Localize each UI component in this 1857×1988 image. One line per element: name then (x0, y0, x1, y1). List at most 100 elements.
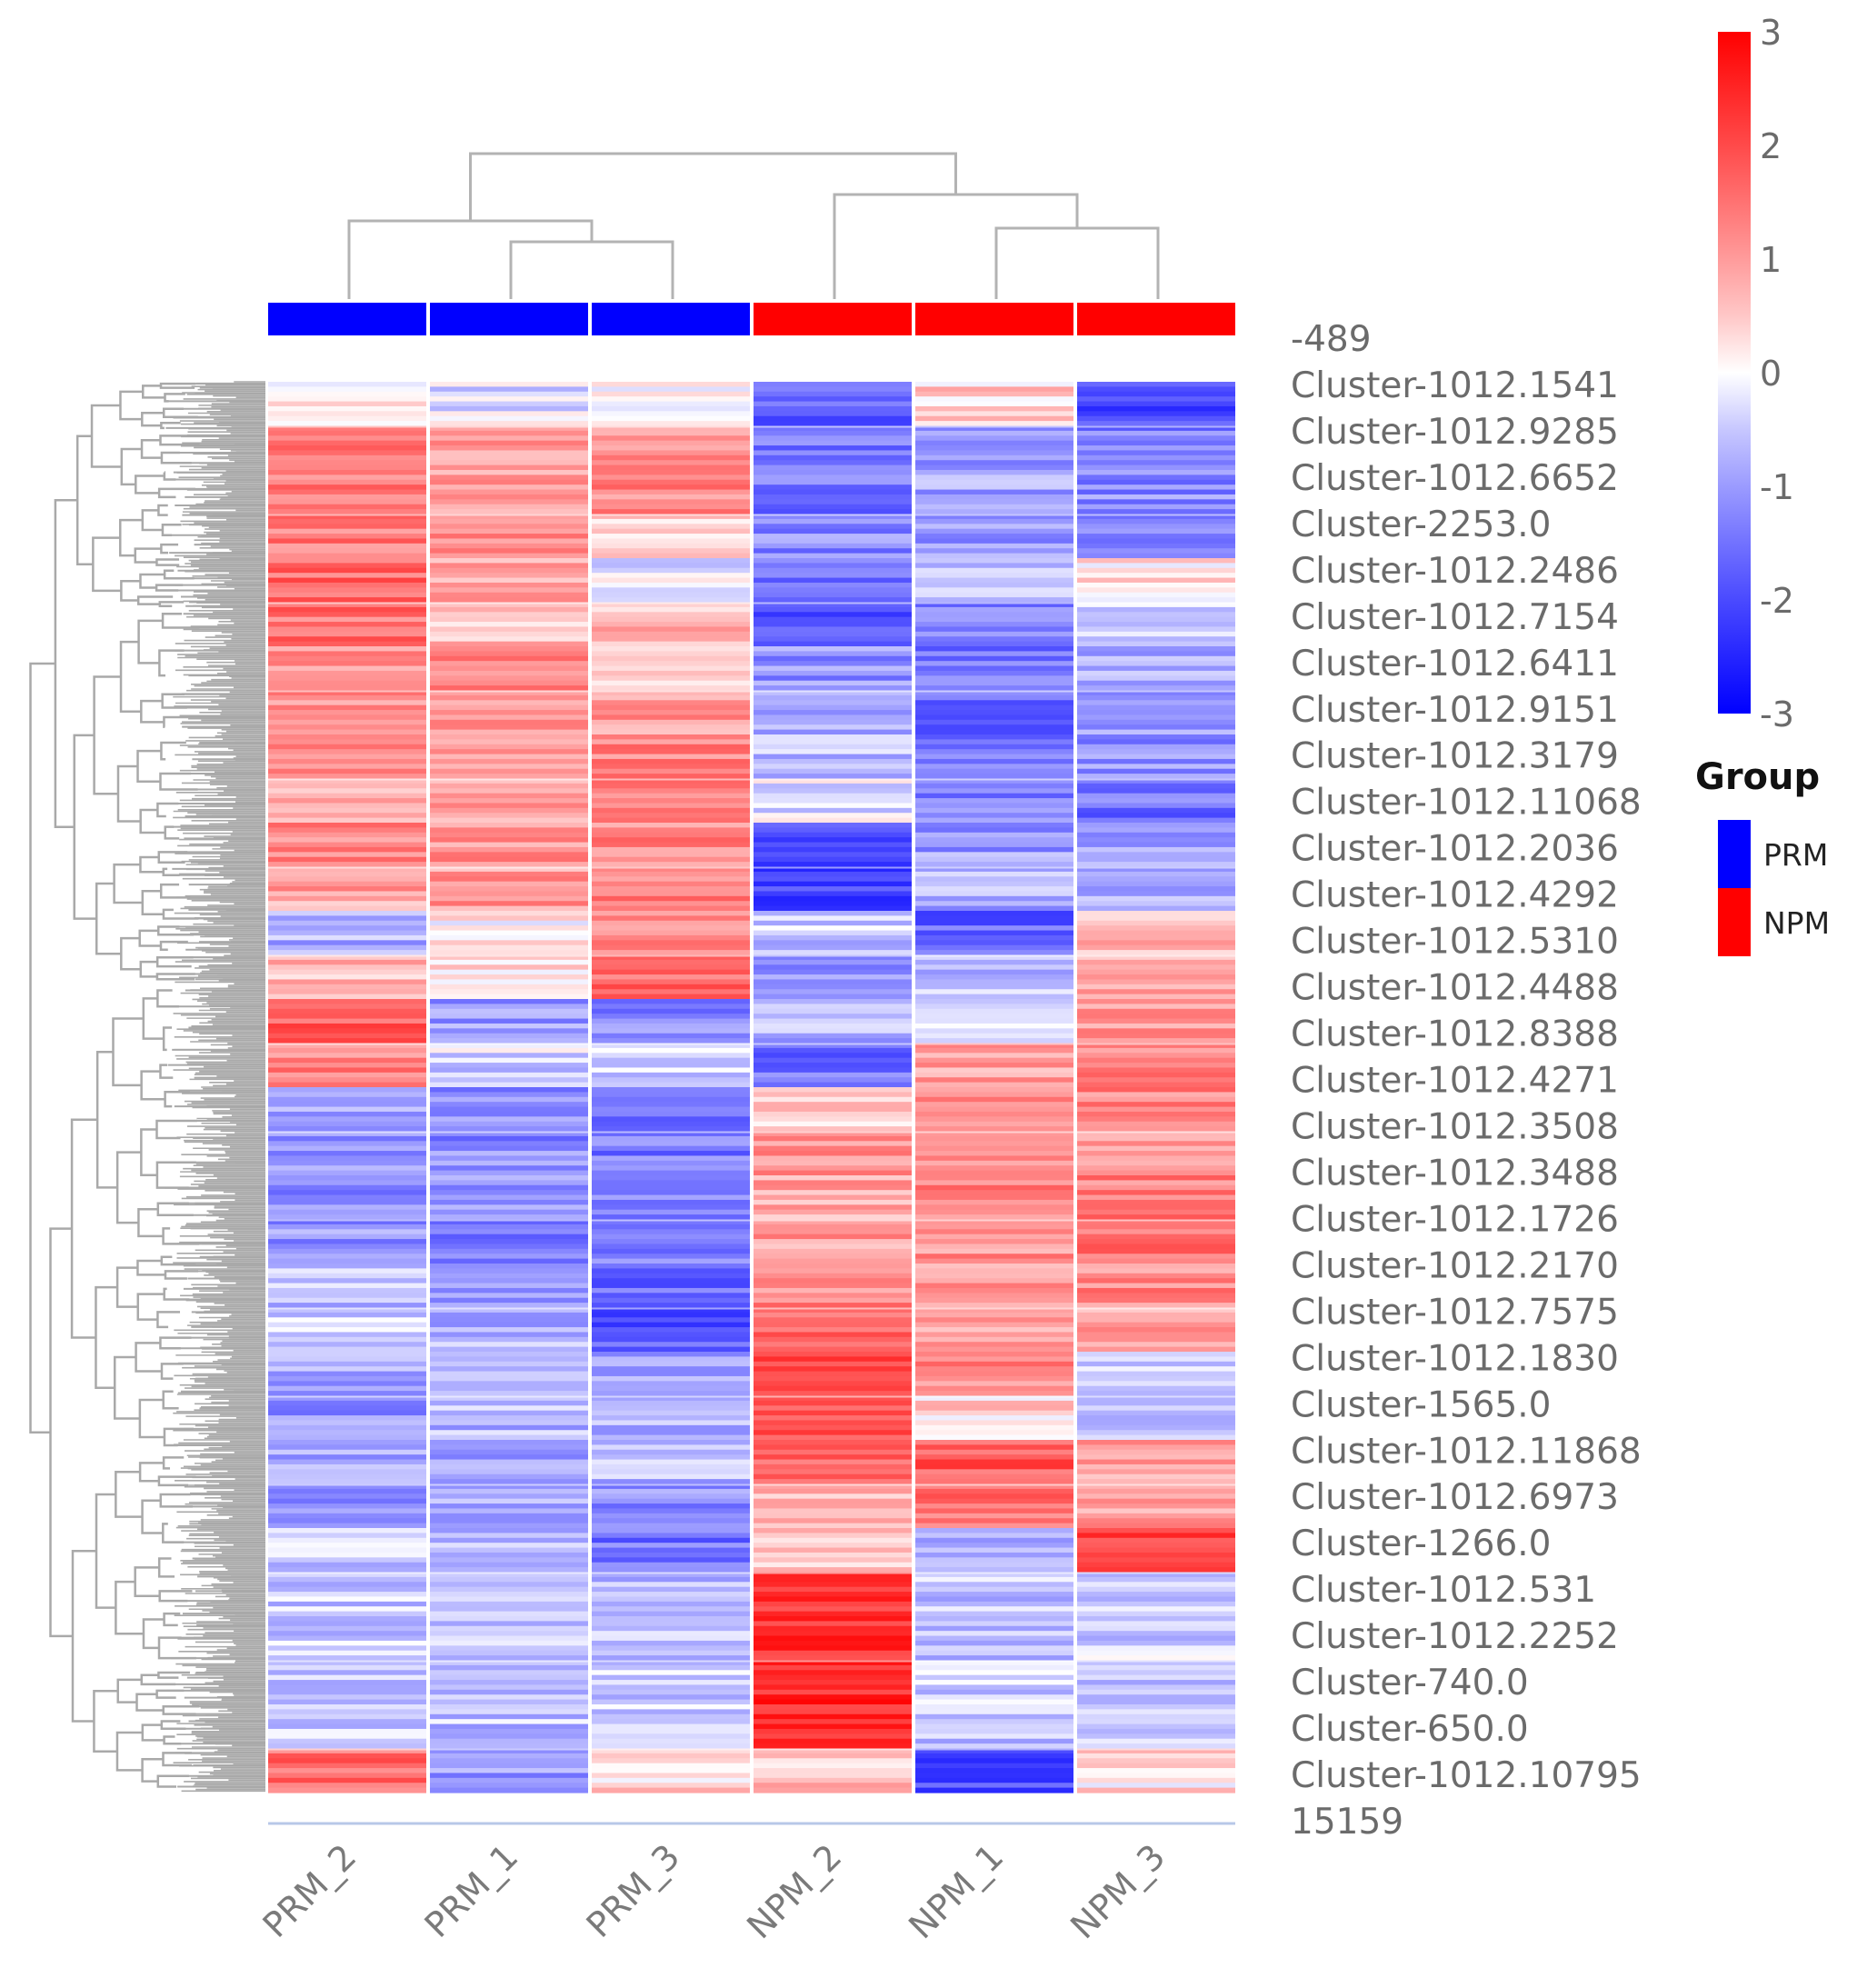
heatmap-cell (1077, 994, 1235, 1000)
heatmap-cell (430, 1234, 588, 1240)
heatmap-cell (592, 1375, 750, 1382)
heatmap-cell (915, 1508, 1073, 1514)
heatmap-cell (268, 1063, 426, 1069)
heatmap-cell (430, 969, 588, 975)
heatmap-cell (1077, 1307, 1235, 1314)
heatmap-cell (268, 744, 426, 750)
heatmap-cell (915, 1278, 1073, 1284)
heatmap-cell (915, 1434, 1073, 1441)
heatmap-cell (268, 1547, 426, 1553)
dendrogram-branch (157, 851, 188, 864)
heatmap-cell (430, 1523, 588, 1529)
heatmap-cell (268, 764, 426, 770)
heatmap-cell (268, 1160, 426, 1166)
heatmap-cell (754, 803, 912, 809)
heatmap-cell (1077, 1655, 1235, 1662)
heatmap-cell (592, 1145, 750, 1152)
heatmap-cell (1077, 1342, 1235, 1348)
heatmap-cell (754, 930, 912, 936)
heatmap-cell (1077, 1449, 1235, 1455)
heatmap-cell (1077, 729, 1235, 735)
heatmap-cell (1077, 514, 1235, 520)
heatmap-cell (754, 1631, 912, 1637)
heatmap-cell (1077, 1493, 1235, 1500)
heatmap-cell (592, 582, 750, 588)
heatmap-cell (430, 1244, 588, 1250)
heatmap-cell (915, 817, 1073, 824)
heatmap-cell (592, 460, 750, 466)
heatmap-cell (1077, 891, 1235, 897)
heatmap-cell (1077, 543, 1235, 549)
heatmap-cell (915, 1469, 1073, 1475)
heatmap-cell (754, 1170, 912, 1176)
heatmap-cell (915, 954, 1073, 961)
heatmap-cell (268, 1611, 426, 1617)
heatmap-cell (915, 661, 1073, 667)
row-separator (268, 1219, 1235, 1222)
row-label: -489 (1291, 319, 1372, 360)
heatmap-cell (430, 979, 588, 985)
heatmap-cell (430, 1229, 588, 1235)
heatmap-cell (592, 714, 750, 721)
heatmap-cell (754, 386, 912, 393)
heatmap-cell (430, 592, 588, 598)
heatmap-cell (430, 1464, 588, 1470)
heatmap-cell (1077, 1533, 1235, 1539)
heatmap-cell (592, 1096, 750, 1103)
heatmap-cell (1077, 1067, 1235, 1074)
heatmap-cell (915, 700, 1073, 706)
heatmap-cell (1077, 415, 1235, 422)
heatmap-cell (915, 1479, 1073, 1485)
heatmap-cell (915, 1121, 1073, 1127)
heatmap-cell (1077, 382, 1235, 387)
heatmap-cell (915, 866, 1073, 873)
heatmap-cell (915, 1307, 1073, 1314)
row-separator (268, 1572, 1235, 1574)
heatmap-cell (754, 518, 912, 524)
heatmap-cell (1077, 646, 1235, 652)
heatmap-cell (430, 1214, 588, 1221)
heatmap-cell (268, 401, 426, 407)
heatmap-cell (592, 768, 750, 774)
heatmap-cell (268, 1488, 426, 1494)
heatmap-cell (915, 959, 1073, 965)
heatmap-cell (268, 1278, 426, 1284)
heatmap-cell (915, 597, 1073, 604)
heatmap-cell (1077, 538, 1235, 544)
color-scale-bar (1718, 32, 1751, 714)
row-label: Cluster-1012.3508 (1291, 1107, 1619, 1148)
heatmap-cell (1077, 950, 1235, 956)
heatmap-cell (268, 524, 426, 530)
heatmap-cell (268, 685, 426, 692)
heatmap-cell (268, 1283, 426, 1289)
heatmap-cell (1077, 807, 1235, 814)
heatmap-cell (592, 518, 750, 524)
heatmap-cell (430, 911, 588, 916)
heatmap-cell (268, 1533, 426, 1539)
heatmap-cell (592, 783, 750, 789)
heatmap-cell (268, 783, 426, 789)
heatmap-cell (915, 1385, 1073, 1392)
heatmap-cell (268, 1493, 426, 1500)
heatmap-cell (915, 1254, 1073, 1260)
heatmap-cell (754, 528, 912, 534)
heatmap-cell (592, 1576, 750, 1583)
heatmap-cell (268, 1552, 426, 1558)
heatmap-cell (915, 1151, 1073, 1157)
heatmap-cell (754, 1072, 912, 1078)
heatmap-cell (915, 655, 1073, 662)
heatmap-cell (1077, 881, 1235, 887)
dendrogram-branch (155, 955, 194, 968)
heatmap-cell (430, 1111, 588, 1117)
heatmap-cell (915, 1028, 1073, 1034)
heatmap-cell (592, 1699, 750, 1705)
heatmap-cell (430, 1459, 588, 1465)
heatmap-cell (430, 925, 588, 932)
heatmap-cell (430, 1640, 588, 1646)
heatmap-cell (268, 455, 426, 461)
heatmap-cell (268, 1067, 426, 1074)
heatmap-cell (592, 1170, 750, 1176)
heatmap-cell (268, 1631, 426, 1637)
heatmap-cell (915, 582, 1073, 588)
heatmap-cell (268, 1175, 426, 1181)
